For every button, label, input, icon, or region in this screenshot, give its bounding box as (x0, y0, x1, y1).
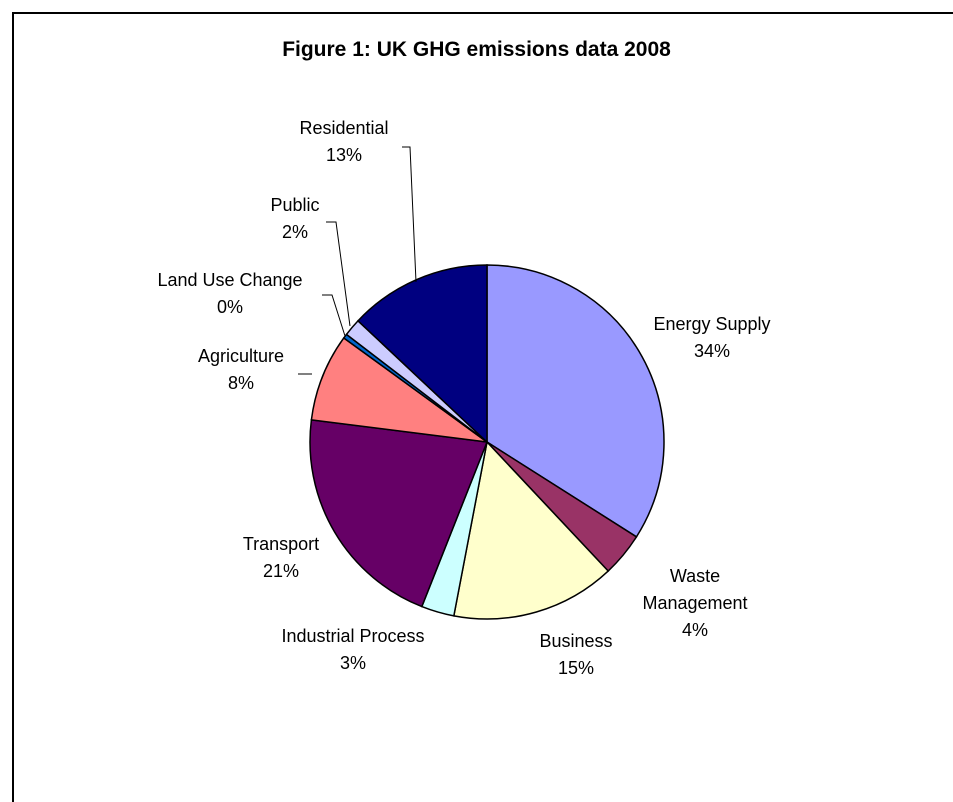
pie-slice-business (452, 440, 610, 620)
data-label-agriculture: Agriculture 8% (198, 346, 284, 393)
pie-slice-residential (356, 264, 488, 444)
pie-slice-transport (309, 418, 489, 608)
data-label-industrial-process: Industrial Process 3% (281, 626, 424, 673)
data-label-public: Public 2% (270, 195, 319, 242)
leader-line-public (326, 221, 351, 327)
data-label-energy-supply: Energy Supply 34% (653, 314, 770, 361)
data-label-land-use-change: Land Use Change 0% (157, 270, 302, 317)
chart-frame (12, 12, 953, 802)
pie-slice-agriculture (310, 336, 488, 443)
data-label-residential: Residential 13% (299, 118, 388, 165)
leader-line-residential (402, 146, 417, 283)
data-label-transport: Transport 21% (243, 534, 319, 581)
data-label-waste-management: Waste Management 4% (642, 566, 747, 640)
data-label-business: Business 15% (539, 631, 612, 678)
leader-line-land-use-change (322, 294, 346, 337)
pie-slice-energy-supply (486, 264, 665, 538)
chart-title: Figure 1: UK GHG emissions data 2008 (282, 38, 671, 61)
